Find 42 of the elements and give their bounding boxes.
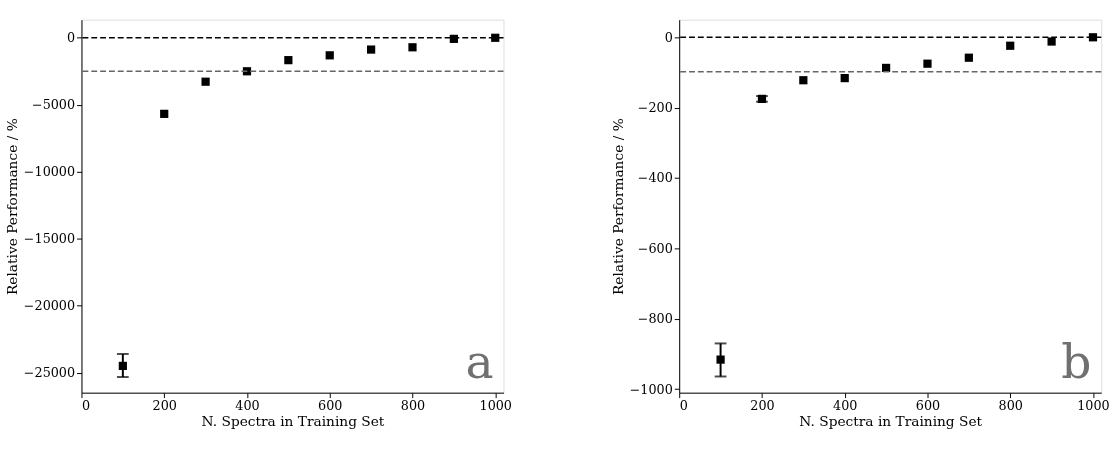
point — [799, 76, 808, 85]
point — [160, 109, 169, 118]
x-tick-label: 800 — [400, 397, 426, 413]
x-tick-label: 400 — [833, 397, 858, 413]
x-tick-label: 400 — [235, 397, 260, 413]
y-tick-label: −20000 — [23, 298, 76, 314]
x-axis-title: N. Spectra in Training Set — [201, 412, 385, 429]
point — [923, 59, 932, 68]
x-tick-label: 0 — [81, 397, 91, 413]
y-axis-title: Relative Performance / % — [3, 118, 20, 296]
y-tick-label: −800 — [637, 311, 673, 327]
point — [1006, 41, 1015, 50]
y-tick-label: 0 — [664, 29, 673, 45]
y-tick-label: −25000 — [23, 365, 76, 381]
y-tick-label: −10000 — [23, 164, 76, 180]
point — [840, 74, 849, 83]
x-tick-label: 1000 — [1077, 397, 1110, 413]
point — [325, 51, 334, 60]
point — [964, 53, 973, 62]
point — [201, 77, 210, 86]
y-tick-label: −200 — [637, 100, 673, 116]
point — [367, 45, 376, 54]
x-axis-title: N. Spectra in Training Set — [799, 412, 983, 429]
x-tick-label: 600 — [318, 397, 343, 413]
x-tick-label: 200 — [750, 397, 775, 413]
annotation: a — [465, 333, 494, 389]
point — [408, 43, 417, 52]
y-tick-label: −5000 — [31, 97, 76, 113]
annotation: b — [1061, 333, 1092, 389]
y-axis-title: Relative Performance / % — [609, 118, 626, 296]
x-tick-label: 800 — [998, 397, 1023, 413]
point — [1047, 37, 1056, 46]
y-tick-label: 0 — [66, 30, 76, 46]
x-tick-label: 0 — [679, 397, 688, 413]
y-tick-label: −1000 — [629, 381, 673, 397]
y-tick-label: −600 — [637, 240, 673, 256]
y-tick-label: −400 — [637, 170, 673, 186]
point — [284, 56, 293, 65]
x-tick-label: 600 — [915, 397, 941, 413]
x-tick-label: 200 — [152, 397, 177, 413]
y-tick-label: −15000 — [23, 231, 76, 247]
x-tick-label: 1000 — [479, 397, 512, 413]
